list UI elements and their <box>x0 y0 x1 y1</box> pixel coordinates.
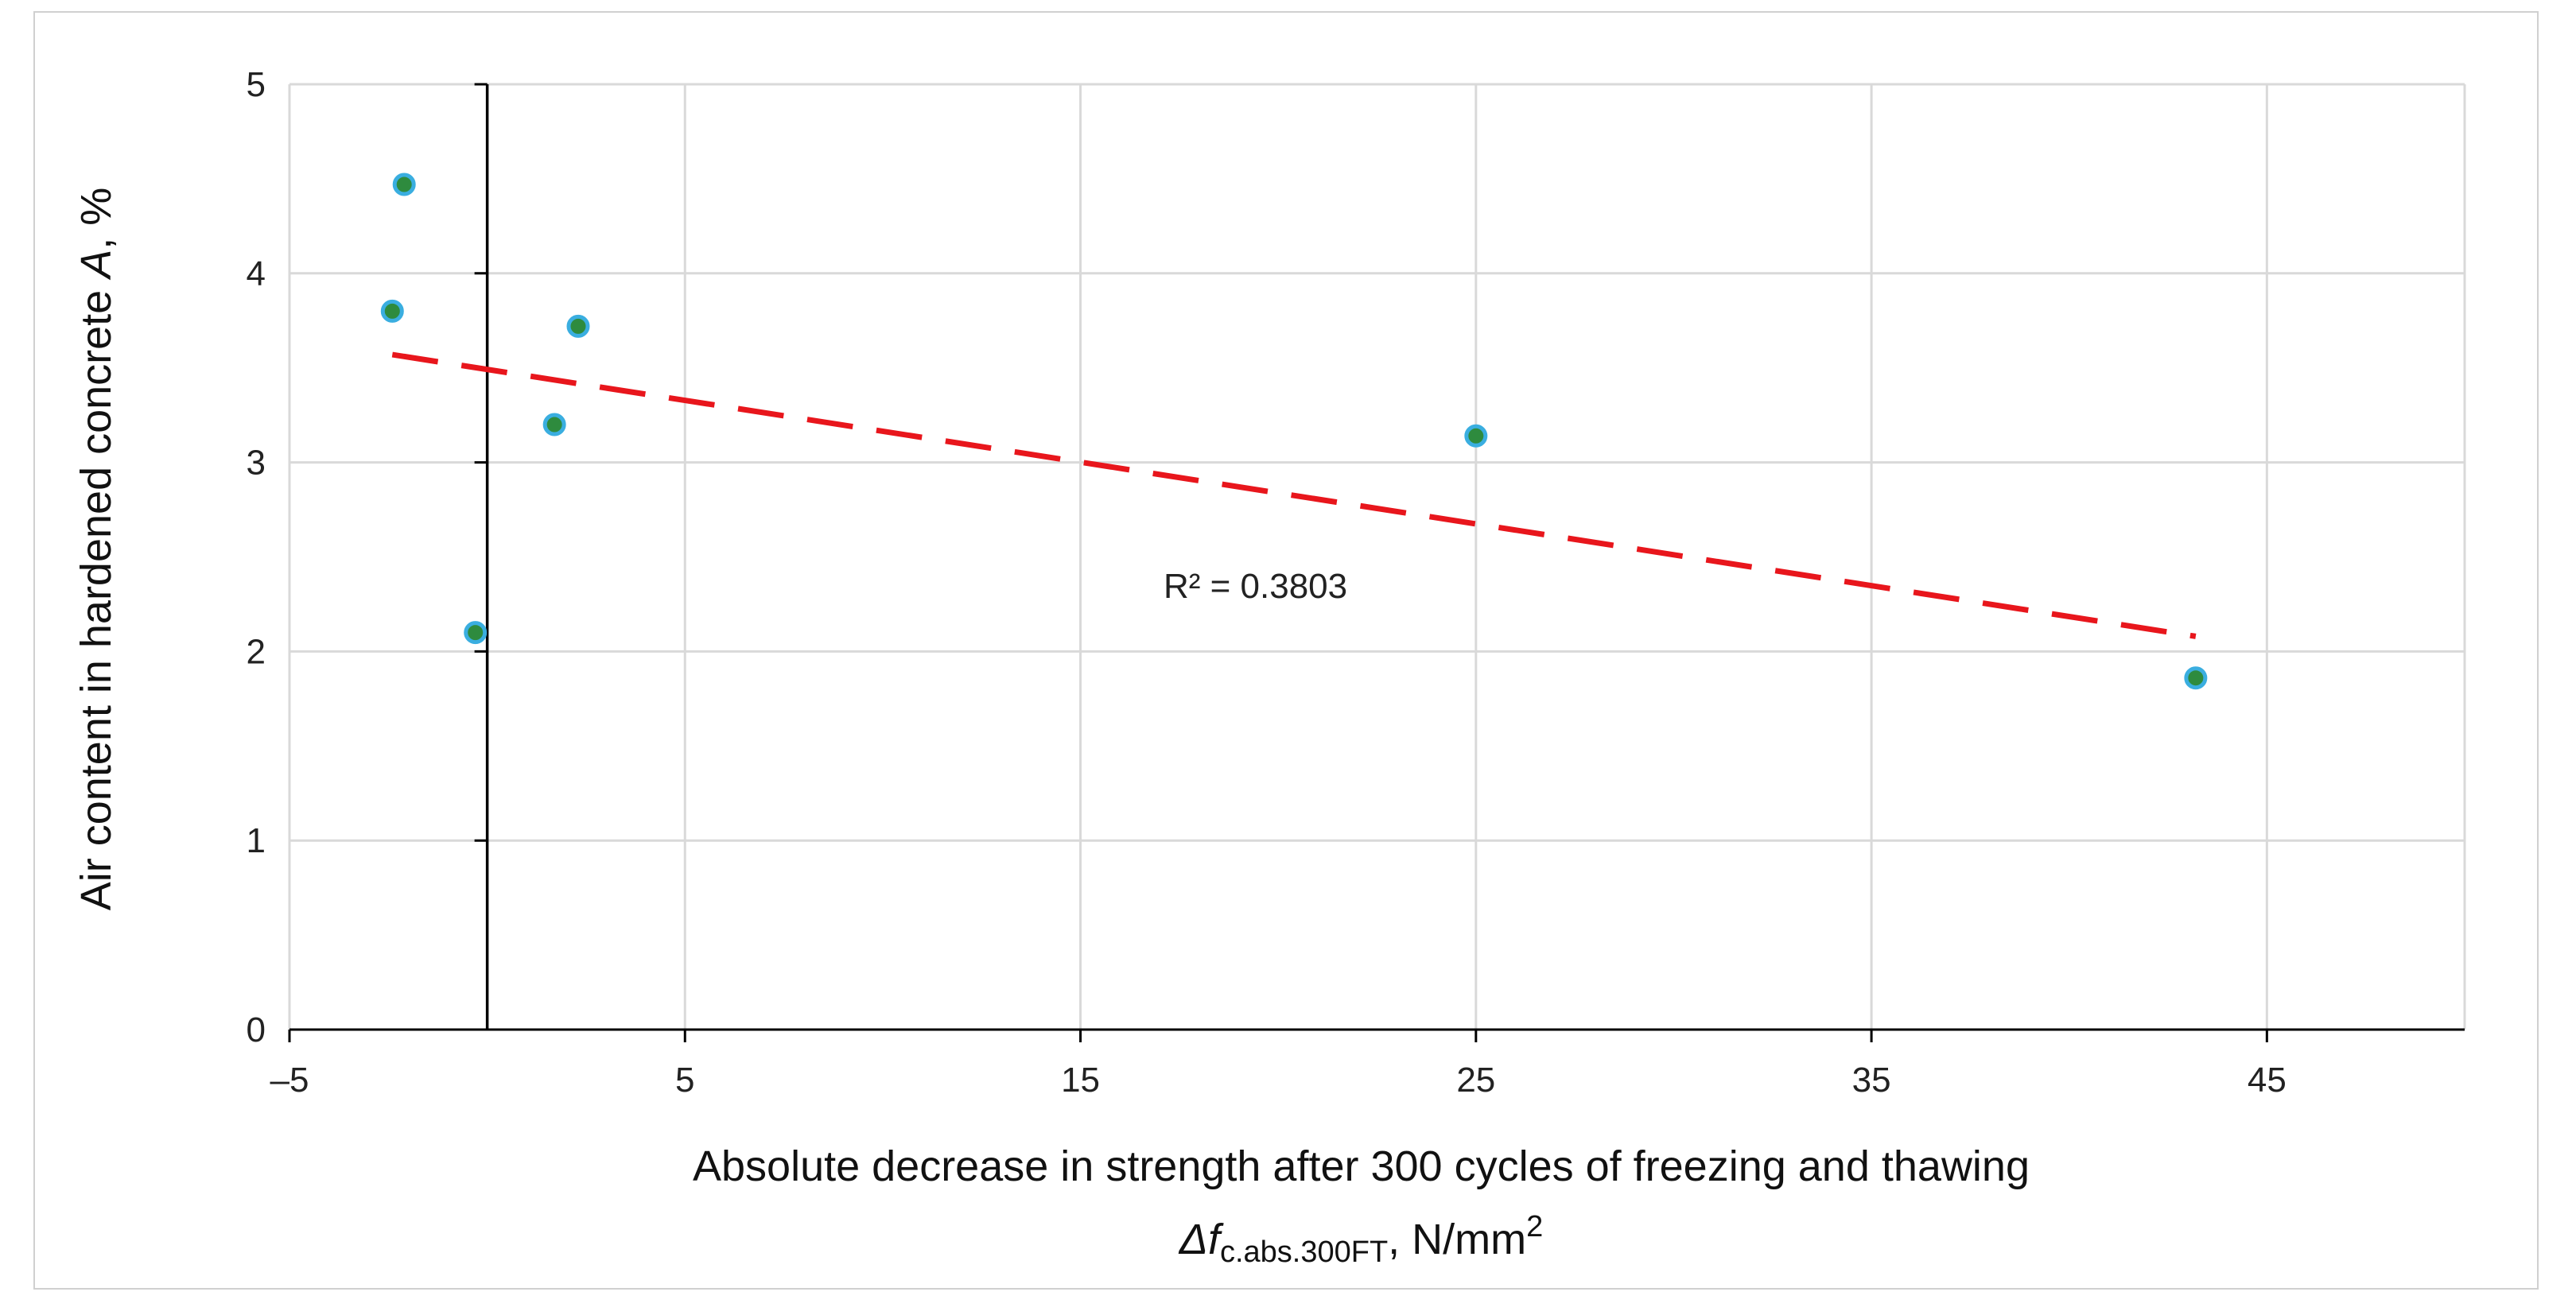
y-axis-title: Air content in hardened concrete A, % <box>72 188 120 911</box>
data-point <box>542 413 566 436</box>
axes-layer <box>288 83 2465 1042</box>
r-squared-label: R² = 0.3803 <box>1164 567 1347 606</box>
x-title-superscript: 2 <box>1526 1210 1543 1243</box>
data-point <box>464 621 488 645</box>
y-tick-label: 3 <box>247 444 266 483</box>
data-point <box>392 173 416 196</box>
data-point <box>1464 424 1488 448</box>
trendline-layer <box>391 351 2197 639</box>
grid-layer <box>288 83 2466 1030</box>
x-title-symbol: f <box>1208 1216 1224 1263</box>
x-tick-label: 45 <box>2248 1061 2287 1100</box>
y-title-unit: , % <box>72 188 120 250</box>
y-tick-label: 1 <box>247 821 266 860</box>
x-title-delta: Δ <box>1178 1216 1208 1263</box>
x-title-subscript: c.abs.300FT <box>1220 1235 1388 1269</box>
x-axis-title: Absolute decrease in strength after 300 … <box>693 1142 2030 1190</box>
x-tick-label: 35 <box>1852 1061 1891 1100</box>
trendline <box>391 351 2197 639</box>
data-point <box>380 299 404 323</box>
x-title-unit: , N/mm <box>1388 1216 1526 1263</box>
data-point <box>566 314 590 338</box>
x-tick-label: –5 <box>270 1061 309 1100</box>
x-axis-title-line2: Δfc.abs.300FT, N/mm2 <box>1178 1210 1544 1269</box>
x-tick-label: 5 <box>675 1061 694 1100</box>
y-title-symbol: A <box>72 250 120 281</box>
chart-frame: –5 5 15 25 35 45 0 1 2 3 4 5 R² = 0.3803 Absolute d… <box>33 11 2539 1290</box>
y-tick-label: 0 <box>247 1010 266 1049</box>
x-tick-label: 15 <box>1061 1061 1100 1100</box>
y-tick-label: 5 <box>247 65 266 104</box>
y-tick-label: 2 <box>247 632 266 671</box>
data-point <box>2184 666 2208 690</box>
y-tick-label: 4 <box>247 254 266 293</box>
y-title-text: Air content in hardened concrete <box>72 278 120 911</box>
x-tick-label: 25 <box>1456 1061 1495 1100</box>
points-layer <box>380 173 2208 690</box>
